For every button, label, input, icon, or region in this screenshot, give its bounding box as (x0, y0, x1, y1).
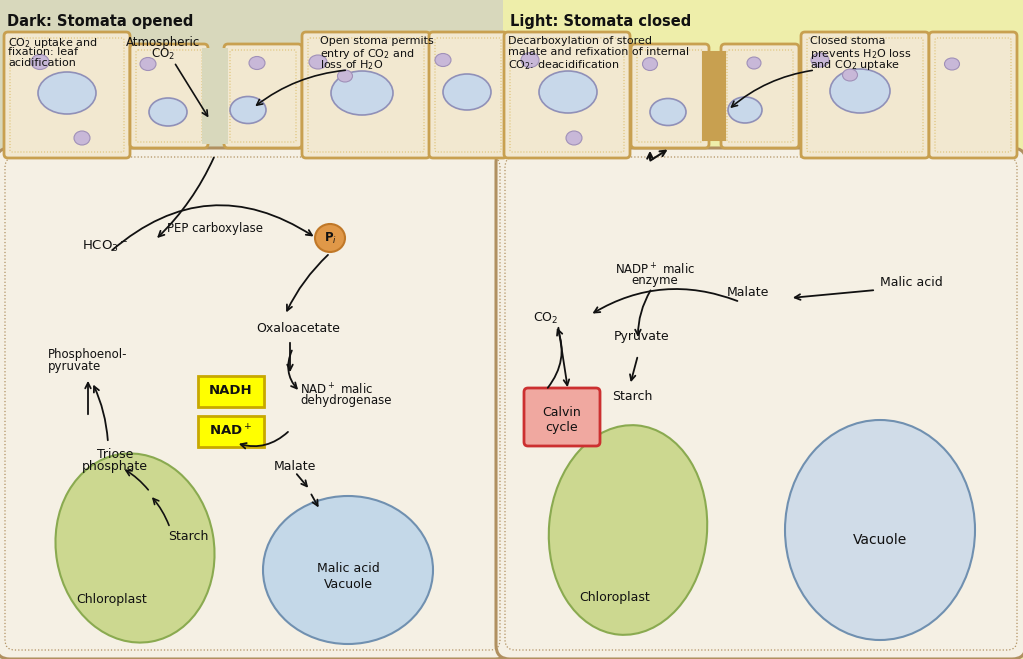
Ellipse shape (55, 453, 215, 643)
Bar (202, 48, 228, 144)
Text: Malate: Malate (726, 287, 769, 299)
Text: acidification: acidification (8, 58, 76, 68)
Ellipse shape (331, 71, 393, 115)
Text: entry of CO$_2$ and: entry of CO$_2$ and (320, 47, 414, 61)
FancyBboxPatch shape (929, 32, 1017, 158)
Ellipse shape (31, 55, 49, 69)
Ellipse shape (74, 131, 90, 145)
Ellipse shape (38, 72, 96, 114)
Text: P$_i$: P$_i$ (323, 231, 337, 246)
Ellipse shape (843, 69, 857, 81)
Text: phosphate: phosphate (82, 460, 148, 473)
Text: Pyruvate: Pyruvate (614, 330, 670, 343)
FancyBboxPatch shape (130, 44, 208, 148)
Ellipse shape (566, 131, 582, 145)
FancyBboxPatch shape (631, 44, 709, 148)
FancyBboxPatch shape (429, 32, 507, 158)
Ellipse shape (650, 98, 686, 125)
Ellipse shape (140, 57, 155, 71)
Ellipse shape (785, 420, 975, 640)
FancyBboxPatch shape (721, 44, 799, 148)
Text: Light: Stomata closed: Light: Stomata closed (510, 14, 692, 29)
Text: Dark: Stomata opened: Dark: Stomata opened (7, 14, 193, 29)
Ellipse shape (263, 496, 433, 644)
Ellipse shape (548, 425, 707, 635)
Text: fixation: leaf: fixation: leaf (8, 47, 78, 57)
Ellipse shape (811, 53, 829, 67)
Text: prevents H$_2$O loss: prevents H$_2$O loss (810, 47, 911, 61)
FancyBboxPatch shape (198, 416, 264, 447)
FancyBboxPatch shape (224, 44, 302, 148)
Bar (0, 0, 503, 659)
Text: PEP carboxylase: PEP carboxylase (167, 222, 263, 235)
Text: CO$_2$ uptake and: CO$_2$ uptake and (8, 36, 97, 50)
Text: Closed stoma: Closed stoma (810, 36, 886, 46)
Text: Chloroplast: Chloroplast (580, 592, 651, 604)
Text: Vacuole: Vacuole (323, 579, 372, 592)
Text: Decarboxylation of stored: Decarboxylation of stored (508, 36, 652, 46)
Text: Open stoma permits: Open stoma permits (320, 36, 434, 46)
FancyBboxPatch shape (496, 148, 1023, 659)
Ellipse shape (944, 58, 960, 70)
Text: Oxaloacetate: Oxaloacetate (256, 322, 340, 335)
Text: NAD$^+$ malic: NAD$^+$ malic (300, 382, 373, 397)
Ellipse shape (338, 70, 353, 82)
Text: and CO$_2$ uptake: and CO$_2$ uptake (810, 58, 900, 72)
Ellipse shape (315, 224, 345, 252)
Bar (703, 52, 725, 140)
Bar (503, 30, 1023, 158)
FancyBboxPatch shape (198, 376, 264, 407)
Text: Starch: Starch (168, 530, 209, 543)
Ellipse shape (435, 53, 451, 67)
FancyBboxPatch shape (302, 32, 430, 158)
Text: Triose: Triose (97, 448, 133, 461)
Text: enzyme: enzyme (631, 274, 678, 287)
FancyBboxPatch shape (801, 32, 929, 158)
Text: Starch: Starch (612, 390, 653, 403)
Text: Malate: Malate (274, 460, 316, 473)
Ellipse shape (747, 57, 761, 69)
Text: NADH: NADH (209, 384, 253, 397)
FancyBboxPatch shape (524, 388, 601, 446)
Text: Malic acid: Malic acid (317, 561, 380, 575)
Text: cycle: cycle (545, 422, 578, 434)
Text: malate and refixation of internal: malate and refixation of internal (508, 47, 690, 57)
FancyBboxPatch shape (504, 32, 630, 158)
Bar (0, 30, 503, 158)
Ellipse shape (521, 53, 539, 67)
Text: Malic acid: Malic acid (880, 275, 943, 289)
Text: loss of H$_2$O: loss of H$_2$O (320, 58, 384, 72)
Text: dehydrogenase: dehydrogenase (300, 394, 392, 407)
Text: CO$_2$: CO$_2$ (151, 47, 175, 62)
Bar (503, 0, 1023, 659)
Ellipse shape (249, 57, 265, 69)
FancyBboxPatch shape (0, 148, 509, 659)
Ellipse shape (230, 96, 266, 123)
Text: NADP$^+$ malic: NADP$^+$ malic (615, 262, 695, 277)
Text: pyruvate: pyruvate (48, 360, 101, 373)
Ellipse shape (149, 98, 187, 126)
Ellipse shape (830, 69, 890, 113)
Text: Atmospheric: Atmospheric (126, 36, 201, 49)
Text: CO$_2$: CO$_2$ (533, 310, 558, 326)
Ellipse shape (642, 57, 658, 71)
Text: NAD$^+$: NAD$^+$ (210, 423, 253, 439)
Ellipse shape (309, 55, 327, 69)
Ellipse shape (539, 71, 597, 113)
Text: Calvin: Calvin (542, 405, 581, 418)
Text: CO$_2$: deacidification: CO$_2$: deacidification (508, 58, 620, 72)
Text: Vacuole: Vacuole (853, 533, 907, 547)
Ellipse shape (728, 97, 762, 123)
Ellipse shape (443, 74, 491, 110)
Text: HCO$_3$$^-$: HCO$_3$$^-$ (82, 239, 129, 254)
Text: Chloroplast: Chloroplast (77, 594, 147, 606)
Text: Phosphoenol-: Phosphoenol- (48, 348, 128, 361)
FancyBboxPatch shape (4, 32, 130, 158)
